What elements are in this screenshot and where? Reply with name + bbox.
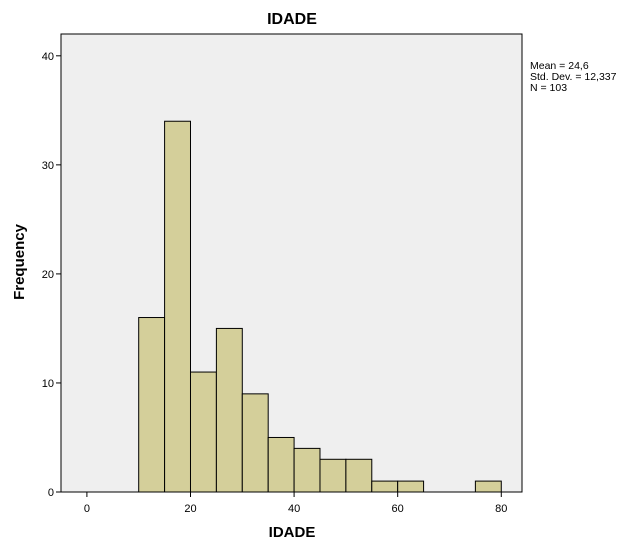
histogram-bar	[293, 447, 321, 493]
x-tick-label: 0	[84, 503, 90, 515]
stat-std-dev: Std. Dev. = 12,337	[530, 71, 617, 83]
histogram-bar	[397, 480, 425, 493]
histogram-bar	[138, 317, 166, 493]
plot-area	[60, 33, 523, 493]
histogram-bar	[164, 120, 191, 493]
y-axis-title: Frequency	[11, 223, 28, 300]
x-tick-label: 60	[392, 503, 404, 515]
histogram-bar	[345, 458, 373, 493]
y-tick-label: 20	[42, 269, 54, 281]
x-axis-title: IDADE	[269, 524, 316, 541]
x-tick-label: 20	[184, 503, 196, 515]
histogram-bar	[267, 436, 295, 493]
stats-box: Mean = 24,6 Std. Dev. = 12,337 N = 103	[530, 60, 617, 94]
y-axis: 0 10 20 30 40	[42, 51, 61, 499]
stat-mean: Mean = 24,6	[530, 60, 589, 72]
y-tick-label: 0	[48, 487, 54, 499]
histogram-bar	[241, 393, 269, 493]
x-axis: 0 20 40 60 80	[84, 492, 507, 515]
histogram-bar	[189, 371, 217, 493]
histogram-bar	[319, 458, 347, 493]
x-tick-label: 40	[288, 503, 300, 515]
histogram-bar	[474, 480, 502, 493]
bars-group	[138, 120, 502, 493]
y-tick-label: 10	[42, 378, 54, 390]
stat-n: N = 103	[530, 82, 567, 94]
y-tick-label: 40	[42, 51, 54, 63]
histogram-bar	[371, 480, 399, 493]
x-tick-label: 80	[495, 503, 507, 515]
chart-title: IDADE	[267, 11, 317, 28]
y-tick-label: 30	[42, 160, 54, 172]
histogram-bar	[215, 327, 243, 493]
